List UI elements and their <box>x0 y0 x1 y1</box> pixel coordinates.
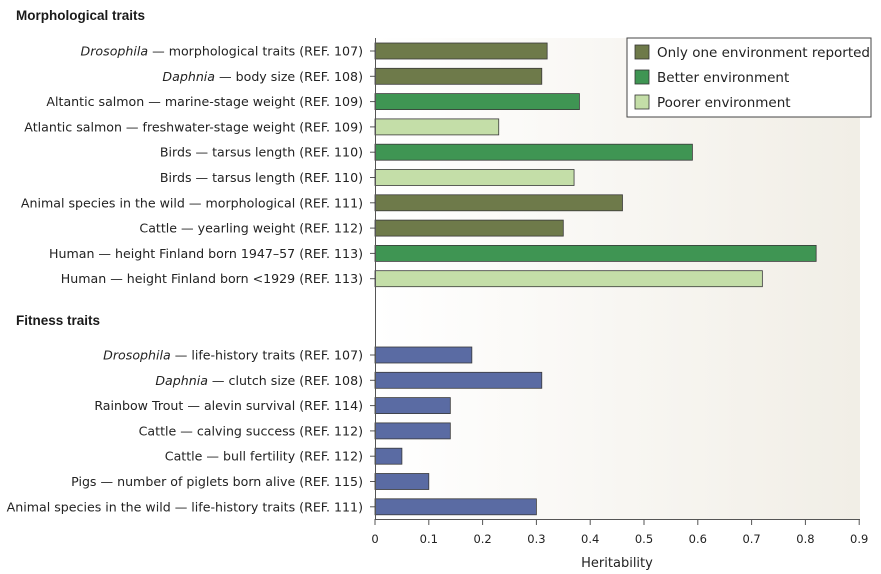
legend-swatch <box>634 94 650 110</box>
category-label: Birds — tarsus length (REF. 110) <box>160 170 363 185</box>
bar <box>374 42 548 60</box>
x-tick-label: 0.4 <box>581 532 599 546</box>
category-label: Daphnia — body size (REF. 108) <box>162 69 363 84</box>
bar <box>374 194 623 212</box>
category-label: Animal species in the wild — life-histor… <box>7 499 363 514</box>
bar <box>374 270 763 288</box>
category-text: Animal species in the wild — morphologic… <box>21 195 363 210</box>
taxon-name: Daphnia <box>162 69 215 84</box>
x-tick-label: 0.5 <box>635 532 653 546</box>
bar <box>374 498 537 516</box>
bar <box>374 422 451 440</box>
category-label: Animal species in the wild — morphologic… <box>21 195 363 210</box>
category-label: Cattle — calving success (REF. 112) <box>139 423 363 438</box>
group-title: Fitness traits <box>16 313 100 328</box>
category-text: Cattle — yearling weight (REF. 112) <box>139 221 363 236</box>
category-label: Birds — tarsus length (REF. 110) <box>160 145 363 160</box>
category-text: Animal species in the wild — life-histor… <box>7 499 363 514</box>
x-tick-label: 0.2 <box>473 532 491 546</box>
x-axis-title: Heritability <box>581 556 653 571</box>
bar <box>374 219 564 237</box>
bar <box>374 346 473 364</box>
category-text: — life-history traits (REF. 107) <box>171 348 363 363</box>
category-text: — clutch size (REF. 108) <box>208 373 363 388</box>
category-label: Altantic salmon — marine-stage weight (R… <box>46 94 363 109</box>
bar <box>374 143 693 161</box>
x-tick-label: 0.6 <box>689 532 707 546</box>
bar <box>374 473 430 490</box>
category-label: Atlantic salmon — freshwater-stage weigh… <box>24 119 363 134</box>
legend-swatch <box>634 69 650 85</box>
category-label: Cattle — yearling weight (REF. 112) <box>139 221 363 236</box>
legend-swatch <box>634 44 650 60</box>
category-text: Birds — tarsus length (REF. 110) <box>160 145 363 160</box>
group-title: Morphological traits <box>16 8 145 23</box>
taxon-name: Daphnia <box>155 373 208 388</box>
bar <box>374 397 451 415</box>
category-label: Drosophila — morphological traits (REF. … <box>81 44 363 59</box>
legend-items: Only one environment reported Better envi… <box>634 44 870 111</box>
x-tick-label: 0.3 <box>527 532 545 546</box>
category-text: — body size (REF. 108) <box>215 69 363 84</box>
category-text: Atlantic salmon — freshwater-stage weigh… <box>24 119 363 134</box>
category-text: Human — height Finland born 1947–57 (REF… <box>49 246 363 261</box>
category-label: Human — height Finland born <1929 (REF. … <box>61 271 363 286</box>
bar <box>374 93 580 110</box>
bars-layer <box>374 38 817 519</box>
x-ticks: 0 0.1 0.2 0.3 0.4 0.5 0.6 0.7 0.8 0.9 <box>371 519 868 546</box>
taxon-name: Drosophila <box>103 348 171 363</box>
category-text: Pigs — number of piglets born alive (REF… <box>71 474 363 489</box>
x-tick-label: 0.7 <box>742 532 760 546</box>
bar <box>374 371 543 389</box>
x-tick-label: 0.8 <box>796 532 814 546</box>
bar <box>374 118 500 136</box>
category-text: Altantic salmon — marine-stage weight (R… <box>46 94 363 109</box>
x-axis: 0 0.1 0.2 0.3 0.4 0.5 0.6 0.7 0.8 0.9 Heritabilit… <box>371 519 868 571</box>
category-text: Cattle — calving success (REF. 112) <box>139 423 363 438</box>
bar <box>374 169 575 186</box>
legend-box <box>626 37 872 118</box>
legend: Only one environment reported Better envi… <box>626 37 872 118</box>
legend-label: Only one environment reported <box>657 45 870 61</box>
category-label: Drosophila — life-history traits (REF. 1… <box>103 348 363 363</box>
bar <box>374 244 817 262</box>
category-text: Rainbow Trout — alevin survival (REF. 11… <box>94 398 363 413</box>
taxon-name: Drosophila <box>81 44 149 59</box>
x-tick-label: 0.9 <box>850 532 868 546</box>
category-label: Cattle — bull fertility (REF. 112) <box>165 449 363 464</box>
category-text: Cattle — bull fertility (REF. 112) <box>165 449 363 464</box>
legend-label: Better environment <box>657 70 789 86</box>
category-text: Birds — tarsus length (REF. 110) <box>160 170 363 185</box>
category-label: Human — height Finland born 1947–57 (REF… <box>49 246 363 261</box>
bar <box>374 67 543 85</box>
category-label: Pigs — number of piglets born alive (REF… <box>71 474 363 489</box>
legend-label: Poorer environment <box>657 95 791 111</box>
category-label: Daphnia — clutch size (REF. 108) <box>155 373 363 388</box>
x-tick-label: 0.1 <box>420 532 438 546</box>
category-text: — morphological traits (REF. 107) <box>148 44 363 59</box>
category-text: Human — height Finland born <1929 (REF. … <box>61 271 363 286</box>
chart-groups: Morphological traits Drosophila — morphol… <box>7 8 375 514</box>
x-tick-label: 0 <box>371 532 378 546</box>
bar <box>374 447 403 465</box>
category-label: Rainbow Trout — alevin survival (REF. 11… <box>94 398 363 413</box>
